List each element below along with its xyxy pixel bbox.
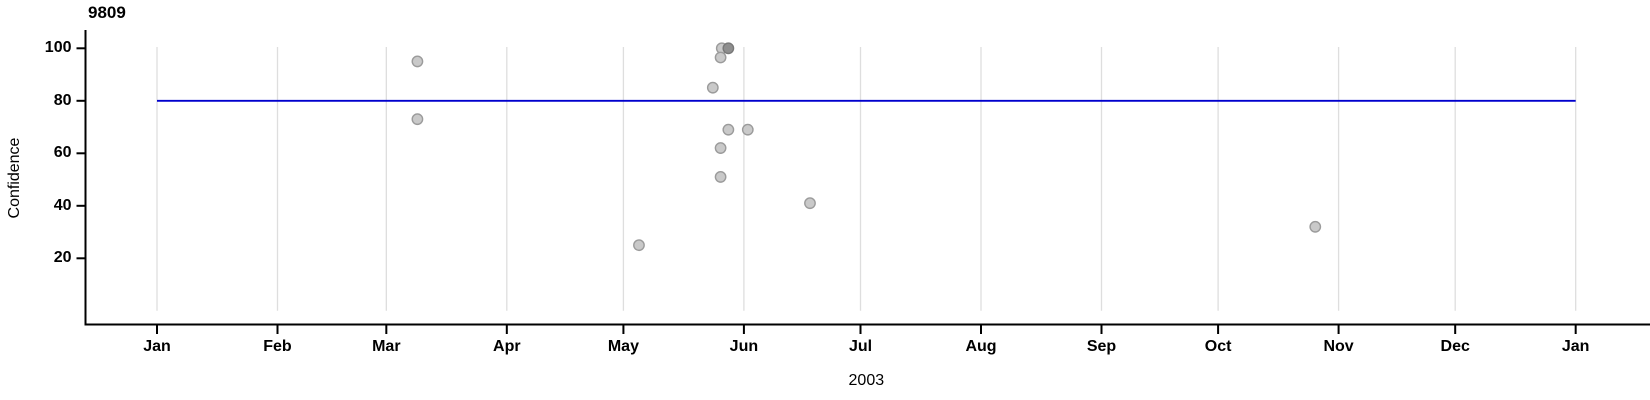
data-point — [804, 197, 816, 210]
x-tick-label: Apr — [493, 338, 521, 355]
x-tick-label: Aug — [965, 338, 997, 355]
x-tick-label: Oct — [1204, 338, 1232, 355]
data-point — [714, 142, 727, 154]
data-point — [706, 81, 719, 94]
x-tick-label: Sep — [1086, 338, 1117, 355]
data-point — [722, 42, 735, 55]
y-axis-label: Confidence — [6, 137, 23, 219]
data-point — [722, 123, 735, 136]
y-tick-label: 20 — [53, 249, 72, 267]
data-point — [714, 171, 727, 183]
x-tick-label: Jan — [1561, 338, 1590, 355]
data-point — [633, 239, 645, 252]
data-point — [714, 51, 727, 64]
x-tick-label: Jun — [729, 338, 759, 355]
x-tick-label: Jul — [848, 338, 873, 355]
data-point — [411, 113, 424, 126]
y-tick-label: 80 — [53, 91, 72, 109]
x-axis-year-label: 2003 — [848, 372, 885, 389]
x-tick-label: Nov — [1323, 338, 1354, 355]
x-tick-label: Feb — [263, 338, 292, 355]
x-tick-label: Mar — [372, 338, 401, 355]
x-tick-label: Dec — [1440, 338, 1470, 355]
data-point — [411, 55, 424, 68]
data-point — [1309, 220, 1322, 233]
y-tick-label: 40 — [53, 196, 72, 214]
x-tick-label: May — [607, 338, 639, 355]
x-tick-label: Jan — [143, 338, 171, 355]
data-point — [741, 123, 754, 136]
chart-title: 9809 — [88, 3, 126, 22]
y-tick-label: 100 — [44, 39, 72, 57]
y-tick-label: 60 — [53, 144, 72, 162]
